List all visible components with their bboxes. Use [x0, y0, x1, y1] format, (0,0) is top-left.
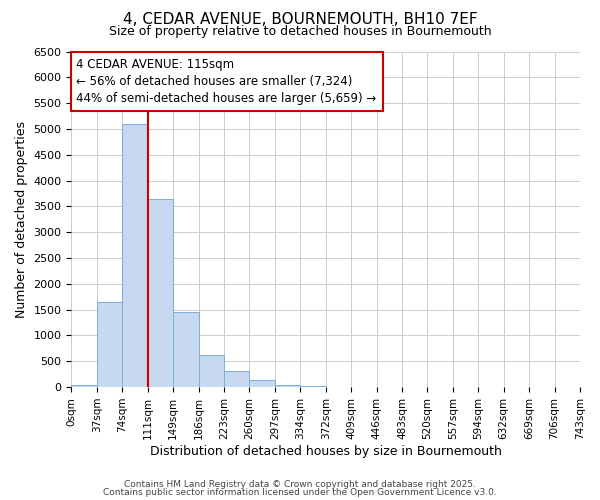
Bar	[300, 386, 326, 387]
Bar	[122, 124, 148, 387]
X-axis label: Distribution of detached houses by size in Bournemouth: Distribution of detached houses by size …	[150, 444, 502, 458]
Bar	[97, 302, 122, 387]
Bar	[250, 380, 275, 387]
Text: Contains HM Land Registry data © Crown copyright and database right 2025.: Contains HM Land Registry data © Crown c…	[124, 480, 476, 489]
Bar	[224, 370, 250, 387]
Text: 4 CEDAR AVENUE: 115sqm
← 56% of detached houses are smaller (7,324)
44% of semi-: 4 CEDAR AVENUE: 115sqm ← 56% of detached…	[76, 58, 377, 105]
Text: Contains public sector information licensed under the Open Government Licence v3: Contains public sector information licen…	[103, 488, 497, 497]
Text: Size of property relative to detached houses in Bournemouth: Size of property relative to detached ho…	[109, 25, 491, 38]
Bar	[173, 312, 199, 387]
Bar	[148, 198, 173, 387]
Bar	[71, 384, 97, 387]
Y-axis label: Number of detached properties: Number of detached properties	[15, 121, 28, 318]
Text: 4, CEDAR AVENUE, BOURNEMOUTH, BH10 7EF: 4, CEDAR AVENUE, BOURNEMOUTH, BH10 7EF	[122, 12, 478, 28]
Bar	[275, 384, 300, 387]
Bar	[199, 355, 224, 387]
